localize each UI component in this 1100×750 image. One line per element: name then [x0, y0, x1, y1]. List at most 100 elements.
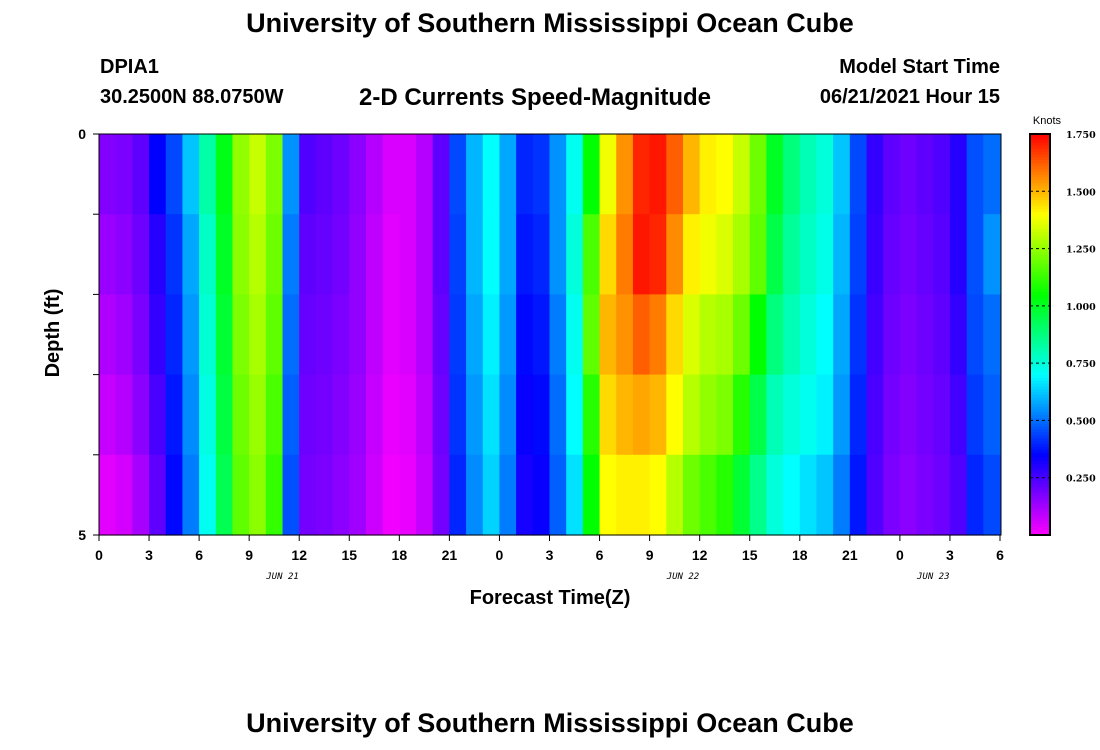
heatmap-cell [783, 134, 801, 215]
heatmap-cell [499, 214, 517, 295]
heatmap-cell [766, 214, 784, 295]
colorbar-step [1030, 377, 1050, 381]
colorbar-step [1030, 523, 1050, 527]
colorbar-step [1030, 451, 1050, 456]
heatmap-cell [349, 294, 367, 376]
colorbar-step [1030, 188, 1050, 192]
heatmap-cell [949, 214, 968, 295]
heatmap-cell [416, 294, 434, 376]
heatmap-cell [799, 374, 818, 456]
heatmap-cell [632, 454, 651, 536]
heatmap-cell [949, 294, 968, 376]
heatmap-cell [382, 294, 400, 376]
heatmap-cell [132, 374, 150, 456]
heatmap-cell [299, 294, 317, 376]
colorbar-step [1030, 351, 1050, 356]
heatmap-cell [466, 454, 484, 536]
colorbar-step [1030, 265, 1050, 270]
heatmap-cell [716, 214, 734, 295]
colorbar-step [1030, 397, 1050, 401]
heatmap-cell [115, 214, 133, 295]
x-tick-label: 12 [692, 547, 708, 563]
colorbar-step [1030, 492, 1050, 496]
heatmap-cell [766, 134, 784, 215]
colorbar-step [1030, 474, 1050, 479]
heatmap-cell [883, 454, 901, 536]
colorbar-step [1030, 360, 1050, 364]
colorbar-step [1030, 411, 1050, 416]
colorbar-tick-label: 1.000 [1066, 302, 1096, 313]
heatmap-cell [282, 294, 300, 376]
colorbar-step [1030, 406, 1050, 410]
heatmap-cell [265, 214, 284, 295]
heatmap-cell [99, 454, 117, 536]
x-tick-label: 0 [95, 547, 103, 563]
heatmap-cell [849, 454, 868, 536]
colorbar-step [1030, 509, 1050, 513]
colorbar-step [1030, 268, 1050, 272]
x-tick-label: 0 [896, 547, 904, 563]
heatmap-cell [949, 134, 968, 215]
colorbar-step [1030, 400, 1050, 404]
colorbar-step [1030, 231, 1050, 235]
heatmap-cell [766, 294, 784, 376]
x-tick-label: 12 [291, 547, 307, 563]
x-tick-label: 3 [145, 547, 153, 563]
heatmap-cell [532, 454, 551, 536]
heatmap-cell [549, 294, 567, 376]
heatmap-cell [582, 214, 601, 295]
heatmap-cell [299, 214, 317, 295]
heatmap-cell [332, 134, 350, 215]
colorbar-step [1030, 191, 1050, 195]
heatmap-cell [783, 374, 801, 456]
heatmap-cell [199, 294, 217, 376]
colorbar-step [1030, 202, 1050, 207]
heatmap-cell [883, 294, 901, 376]
heatmap-cell [949, 374, 968, 456]
colorbar-tick-label: 1.500 [1066, 187, 1096, 198]
heatmap-cell [466, 294, 484, 376]
heatmap-cell [666, 374, 684, 456]
heatmap-cell [899, 454, 918, 536]
colorbar-step [1030, 239, 1050, 244]
heatmap-cell [549, 214, 567, 295]
heatmap-cell [666, 294, 684, 376]
heatmap-cell [165, 134, 184, 215]
heatmap-cell [249, 454, 267, 536]
heatmap-cell [215, 454, 234, 536]
x-tick-label: 0 [496, 547, 504, 563]
heatmap-cell [299, 134, 317, 215]
x-tick-label: 6 [596, 547, 604, 563]
colorbar-step [1030, 154, 1050, 158]
heatmap-cells [99, 134, 1001, 536]
heatmap-cell [916, 374, 934, 456]
heatmap-cell [532, 214, 551, 295]
heatmap-cell [449, 214, 467, 295]
heatmap-cell [365, 454, 384, 536]
heatmap-cell [983, 374, 1001, 456]
colorbar-step [1030, 331, 1050, 335]
x-axis-label: Forecast Time(Z) [470, 587, 631, 609]
colorbar-step [1030, 483, 1050, 487]
heatmap-cell [149, 214, 167, 295]
colorbar-step [1030, 466, 1050, 470]
colorbar-step [1030, 325, 1050, 330]
colorbar-tick-label: 1.250 [1066, 245, 1096, 256]
colorbar-step [1030, 388, 1050, 393]
page-title: University of Southern Mississippi Ocean… [246, 8, 854, 38]
heatmap-cell [232, 294, 250, 376]
heatmap-cell [215, 134, 234, 215]
colorbar-step [1030, 374, 1050, 378]
y-tick-label: 5 [78, 527, 86, 543]
heatmap-cell [682, 374, 701, 456]
colorbar-step [1030, 454, 1050, 459]
colorbar-step [1030, 443, 1050, 447]
heatmap-cell [899, 294, 918, 376]
colorbar-step [1030, 282, 1050, 287]
colorbar-step [1030, 431, 1050, 436]
colorbar-step [1030, 199, 1050, 204]
colorbar-step [1030, 386, 1050, 390]
heatmap-cell [933, 374, 951, 456]
heatmap-cell [983, 214, 1001, 295]
heatmap-cell [649, 134, 667, 215]
